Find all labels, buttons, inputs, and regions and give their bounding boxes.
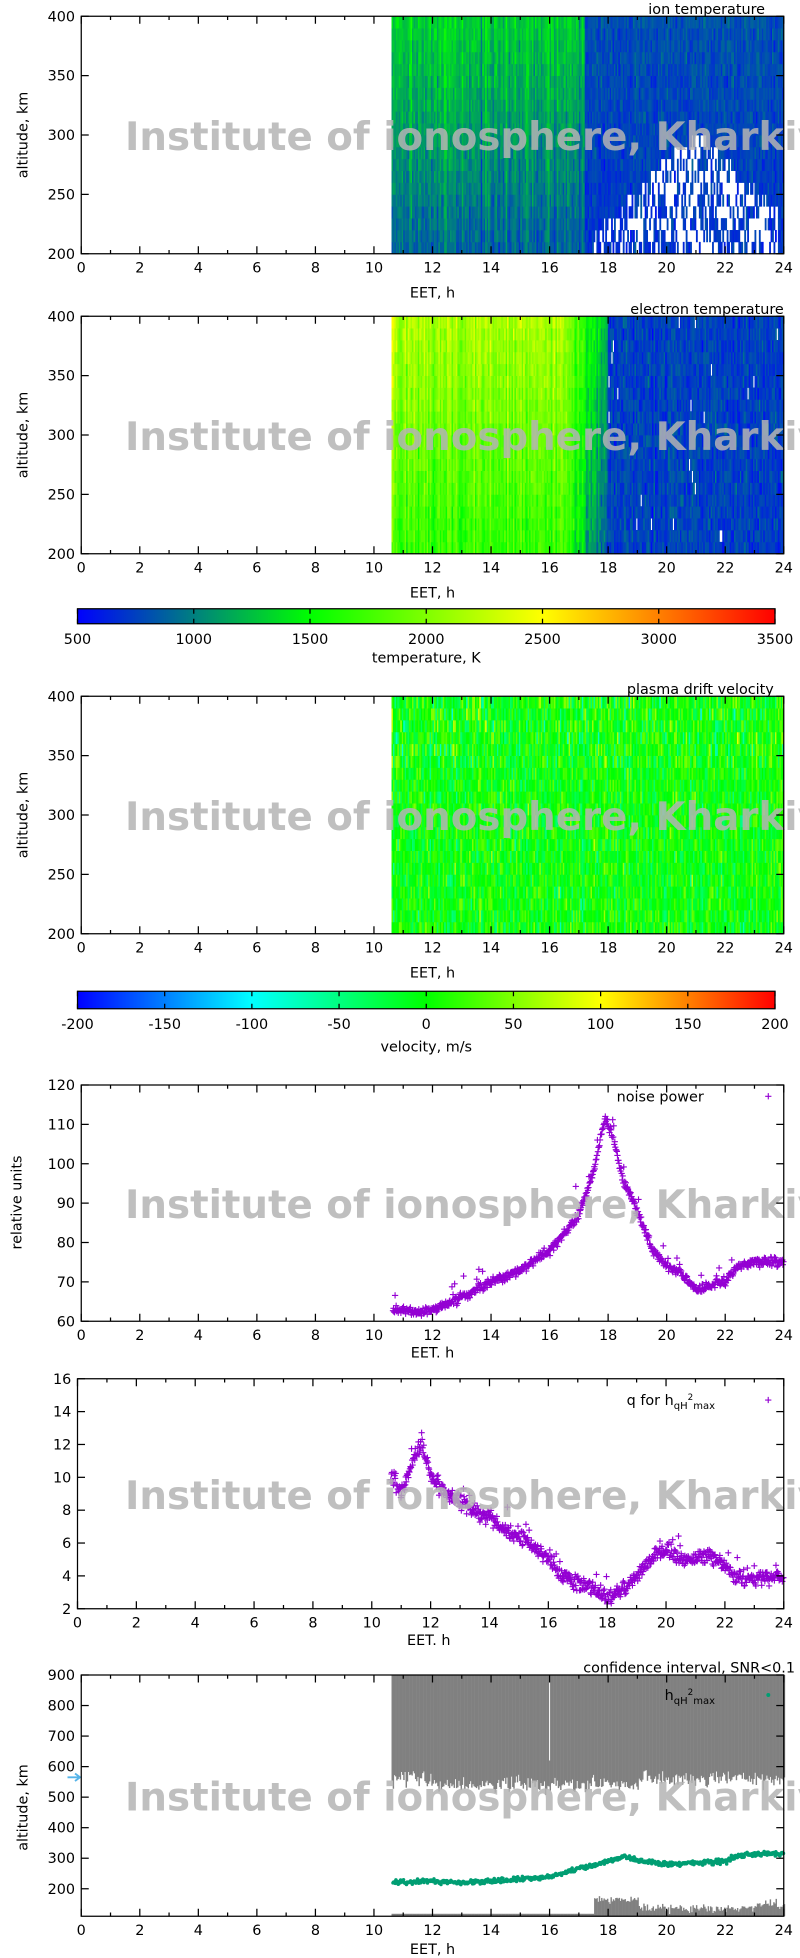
ion-temperature-panel: ion temperature EET, h altitude, km Inst…	[16, 2, 800, 302]
figure: ion temperature EET, h altitude, km Inst…	[0, 0, 800, 1958]
